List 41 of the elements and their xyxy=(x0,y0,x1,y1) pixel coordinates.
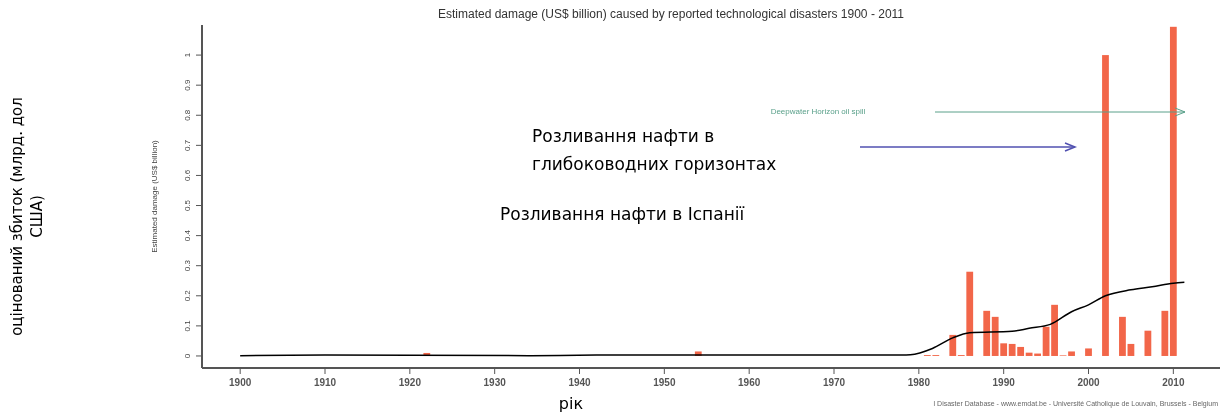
x-tick-label: 1930 xyxy=(483,377,507,388)
x-tick-label: 1920 xyxy=(398,377,422,388)
bar xyxy=(1102,55,1109,356)
bar xyxy=(1169,26,1177,356)
bar xyxy=(1144,330,1152,356)
bar xyxy=(1085,348,1092,356)
bar xyxy=(983,310,991,356)
annotation: Deepwater Horizon oil spill xyxy=(770,107,866,116)
y-tick-label: 0.4 xyxy=(183,229,192,242)
bar xyxy=(1119,316,1126,356)
bar xyxy=(1051,304,1058,356)
x-tick-label: 1910 xyxy=(313,377,337,388)
line-series xyxy=(239,281,1186,357)
x-axis-title: рік xyxy=(558,394,584,413)
y-tick-label: 0.5 xyxy=(183,199,192,212)
bar xyxy=(949,334,957,356)
x-tick-label: 1940 xyxy=(568,377,592,388)
y-tick-label: 0.2 xyxy=(183,289,192,302)
x-tick-label: 1970 xyxy=(822,377,846,388)
y-tick-label: 0.1 xyxy=(183,319,192,332)
y-tick-label: 0.8 xyxy=(183,109,192,121)
annotation: Розливання нафти в глибоководних горизонтах xyxy=(532,126,777,174)
x-tick-label: 1960 xyxy=(738,377,761,388)
x-tick-label: 1950 xyxy=(653,377,676,388)
y-tick-label: 0 xyxy=(183,353,192,359)
x-tick-label: 1980 xyxy=(907,377,931,388)
x-tick-label: 2010 xyxy=(1162,377,1185,388)
y-tick-label: 1 xyxy=(183,52,192,58)
y-tick-label: 0.3 xyxy=(183,259,192,272)
y-axis-title: Estimated damage (US$ billion) xyxy=(150,139,159,253)
annotation: Розливання нафти в Іспанії xyxy=(500,204,745,224)
y-tick-label: 0.9 xyxy=(183,79,192,91)
x-tick-label: 1900 xyxy=(229,377,252,388)
y-tick-label: 0.6 xyxy=(183,169,192,181)
x-tick-label: 2000 xyxy=(1077,377,1101,388)
x-tick-label: 1990 xyxy=(992,377,1016,388)
bar xyxy=(1068,351,1075,356)
y-tick-label: 0.7 xyxy=(183,139,192,151)
chart-title: Estimated damage (US$ billion) caused by reported technological disasters 1900 - 2011 xyxy=(437,7,905,21)
bar xyxy=(1161,310,1169,356)
text: оцінований збиток (млрд. дол США) xyxy=(8,97,46,336)
